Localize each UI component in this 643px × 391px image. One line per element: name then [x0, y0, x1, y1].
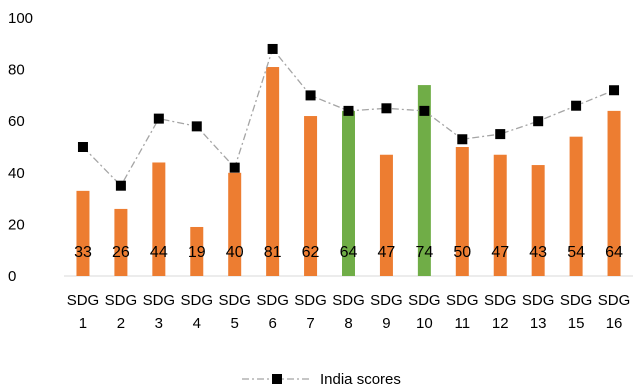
bar-4 [228, 172, 242, 276]
bar-14 [607, 110, 621, 276]
category-label-7-1: 8 [344, 315, 352, 332]
category-label-8-1: 9 [382, 315, 390, 332]
y-tick-label-4: 80 [8, 62, 25, 79]
line-marker-9 [419, 105, 430, 116]
category-label-11-1: 12 [492, 315, 509, 332]
y-tick-label-5: 100 [8, 10, 33, 27]
line-marker-5 [267, 43, 278, 54]
bar-data-label-3: 19 [188, 244, 206, 261]
category-label-6-1: 7 [306, 315, 314, 332]
category-label-1-0: SDG [105, 292, 138, 309]
category-label-14-0: SDG [598, 292, 631, 309]
line-marker-6 [305, 90, 316, 101]
bar-data-label-12: 43 [529, 244, 547, 261]
category-label-6-0: SDG [294, 292, 327, 309]
legend: India scores [242, 371, 401, 388]
y-tick-label-2: 40 [8, 165, 25, 182]
category-label-5-0: SDG [256, 292, 289, 309]
bar-9 [417, 85, 431, 276]
category-label-12-0: SDG [522, 292, 555, 309]
line-marker-3 [191, 121, 202, 132]
line-marker-4 [229, 162, 240, 173]
category-label-9-0: SDG [408, 292, 441, 309]
bar-data-label-9: 74 [415, 244, 433, 261]
bar-data-label-4: 40 [226, 244, 244, 261]
category-label-3-0: SDG [181, 292, 214, 309]
bar-data-label-2: 44 [150, 244, 168, 261]
category-label-11-0: SDG [484, 292, 517, 309]
category-label-3-1: 4 [193, 315, 201, 332]
line-marker-2 [153, 113, 164, 124]
category-label-1-1: 2 [117, 315, 125, 332]
y-tick-label-3: 60 [8, 113, 25, 130]
bar-data-label-1: 26 [112, 244, 130, 261]
category-label-9-1: 10 [416, 315, 433, 332]
line-marker-14 [609, 85, 620, 96]
line-marker-8 [381, 103, 392, 114]
category-label-5-1: 6 [268, 315, 276, 332]
bar-data-label-14: 64 [605, 244, 623, 261]
line-marker-7 [343, 105, 354, 116]
bar-10 [455, 147, 469, 276]
line-marker-0 [77, 142, 88, 152]
x-axis-categories: SDG 1 SDG 2 SDG 3 SDG 4 SDG 5 SDG 6 SDG 7 SDG 8 SDG 9 SDG 1… [67, 292, 631, 332]
category-label-0-1: 1 [79, 315, 87, 332]
line-marker-12 [533, 116, 544, 127]
bar-7 [342, 110, 355, 276]
bar-1 [114, 208, 128, 276]
y-tick-label-0: 0 [8, 268, 16, 285]
category-label-2-1: 3 [155, 315, 163, 332]
bar-2 [152, 162, 166, 276]
category-label-12-1: 13 [530, 315, 547, 332]
bar-8 [379, 154, 393, 276]
bar-11 [493, 154, 507, 276]
category-label-4-1: 5 [231, 315, 239, 332]
line-marker-1 [115, 180, 126, 191]
line-marker-10 [457, 134, 468, 145]
legend-marker [272, 374, 282, 384]
bar-data-label-5: 81 [264, 244, 282, 261]
line-marker-13 [571, 100, 582, 111]
bar-data-label-13: 54 [567, 244, 585, 261]
bar-data-label-0: 33 [74, 244, 92, 261]
bar-data-label-8: 47 [378, 244, 396, 261]
category-label-14-1: 16 [606, 315, 623, 332]
bar-5 [266, 67, 280, 277]
bar-0 [76, 190, 90, 276]
category-label-2-0: SDG [143, 292, 176, 309]
bar-data-label-11: 47 [491, 244, 509, 261]
category-label-13-0: SDG [560, 292, 593, 309]
category-label-10-1: 11 [455, 315, 471, 332]
category-label-0-0: SDG [67, 292, 100, 309]
y-axis-ticks: 0 20 40 60 80 100 [8, 10, 33, 285]
category-label-13-1: 15 [568, 315, 585, 332]
bar-3 [190, 226, 204, 276]
bar-data-label-10: 50 [453, 244, 471, 261]
bar-12 [531, 165, 545, 276]
bar-data-label-7: 64 [340, 244, 358, 261]
bar-data-label-6: 62 [302, 244, 320, 261]
data-labels: 33 26 44 19 40 81 62 64 47 74 50 47 43 54 64 [74, 244, 623, 261]
legend-label: India scores [320, 371, 401, 388]
line-series [77, 43, 620, 191]
category-label-7-0: SDG [332, 292, 365, 309]
y-tick-label-1: 20 [8, 216, 25, 233]
bar-series [76, 67, 621, 277]
line-marker-11 [495, 129, 506, 140]
category-label-8-0: SDG [370, 292, 403, 309]
category-label-4-0: SDG [218, 292, 251, 309]
bar-6 [304, 116, 318, 276]
category-label-10-0: SDG [446, 292, 479, 309]
bar-13 [569, 136, 583, 276]
